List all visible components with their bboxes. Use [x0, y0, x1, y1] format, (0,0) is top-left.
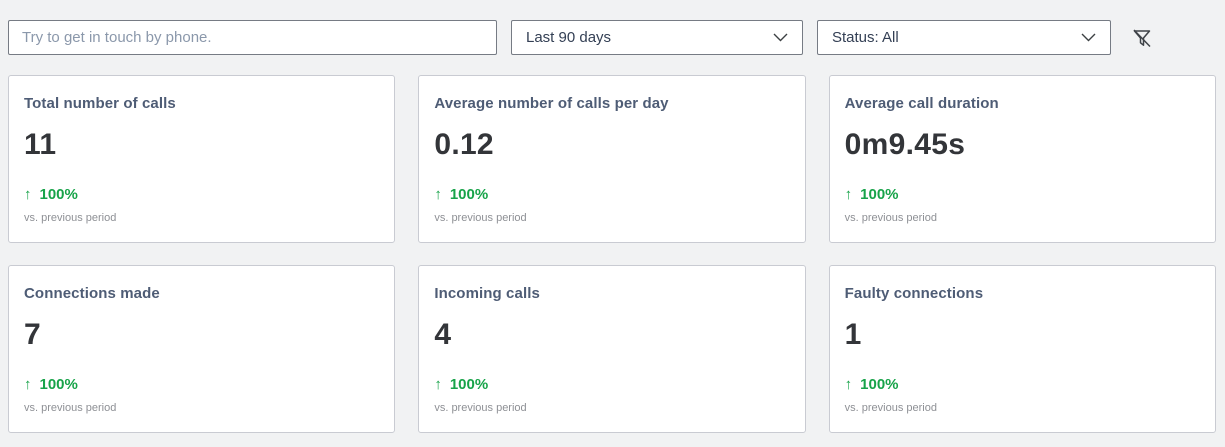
metric-card-incoming-calls: Incoming calls 4 ↑ 100% vs. previous per… — [418, 265, 806, 433]
change-percent: 100% — [449, 376, 489, 393]
chevron-down-icon — [773, 33, 788, 42]
trend-up-icon: ↑ — [24, 186, 32, 203]
change-percent: 100% — [39, 376, 78, 393]
trend-up-icon: ↑ — [434, 186, 442, 203]
change-percent: 100% — [860, 186, 899, 203]
change-percent: 100% — [39, 186, 78, 203]
date-range-select[interactable]: Last 90 days — [511, 20, 803, 55]
metric-card-total-calls: Total number of calls 11 ↑ 100% vs. prev… — [8, 75, 396, 243]
card-caption: vs. previous period — [434, 402, 527, 414]
change-percent: 100% — [860, 376, 899, 393]
card-change: ↑ 100% — [845, 186, 1200, 203]
metrics-grid: Total number of calls 11 ↑ 100% vs. prev… — [0, 55, 1225, 433]
card-caption: vs. previous period — [844, 402, 937, 414]
card-change: ↑ 100% — [434, 376, 789, 393]
card-caption: vs. previous period — [844, 212, 937, 224]
trend-up-icon: ↑ — [844, 186, 853, 203]
card-value: 1 — [844, 318, 862, 351]
trend-up-icon: ↑ — [24, 376, 32, 393]
card-value: 7 — [24, 318, 41, 351]
metric-card-faulty-connections: Faulty connections 1 ↑ 100% vs. previous… — [828, 265, 1216, 433]
date-range-value: Last 90 days — [526, 29, 612, 46]
search-input[interactable] — [8, 20, 497, 55]
card-value: 4 — [434, 318, 452, 351]
change-percent: 100% — [449, 186, 489, 203]
trend-up-icon: ↑ — [434, 376, 442, 393]
card-title: Average call duration — [844, 95, 999, 112]
card-change: ↑ 100% — [24, 186, 379, 203]
chevron-down-icon — [1081, 33, 1096, 42]
card-title: Connections made — [24, 285, 160, 302]
card-title: Faulty connections — [844, 285, 984, 302]
card-value: 0.12 — [434, 128, 494, 161]
card-title: Total number of calls — [24, 95, 176, 112]
card-caption: vs. previous period — [434, 212, 527, 224]
metric-card-avg-calls-per-day: Average number of calls per day 0.12 ↑ 1… — [418, 75, 806, 243]
filters-toolbar: Last 90 days Status: All — [0, 0, 1225, 55]
card-change: ↑ 100% — [434, 186, 789, 203]
card-value: 11 — [24, 128, 57, 161]
card-value: 0m9.45s — [844, 128, 966, 161]
status-value: Status: All — [832, 29, 899, 46]
metric-card-connections-made: Connections made 7 ↑ 100% vs. previous p… — [8, 265, 396, 433]
card-title: Average number of calls per day — [434, 95, 669, 112]
status-select[interactable]: Status: All — [817, 20, 1111, 55]
clear-filters-button[interactable] — [1126, 22, 1158, 54]
trend-up-icon: ↑ — [844, 376, 853, 393]
card-caption: vs. previous period — [24, 212, 117, 224]
card-change: ↑ 100% — [845, 376, 1200, 393]
card-caption: vs. previous period — [24, 402, 117, 414]
card-title: Incoming calls — [434, 285, 540, 302]
card-change: ↑ 100% — [24, 376, 379, 393]
metric-card-avg-call-duration: Average call duration 0m9.45s ↑ 100% vs.… — [828, 75, 1216, 243]
filter-off-icon — [1130, 26, 1154, 50]
